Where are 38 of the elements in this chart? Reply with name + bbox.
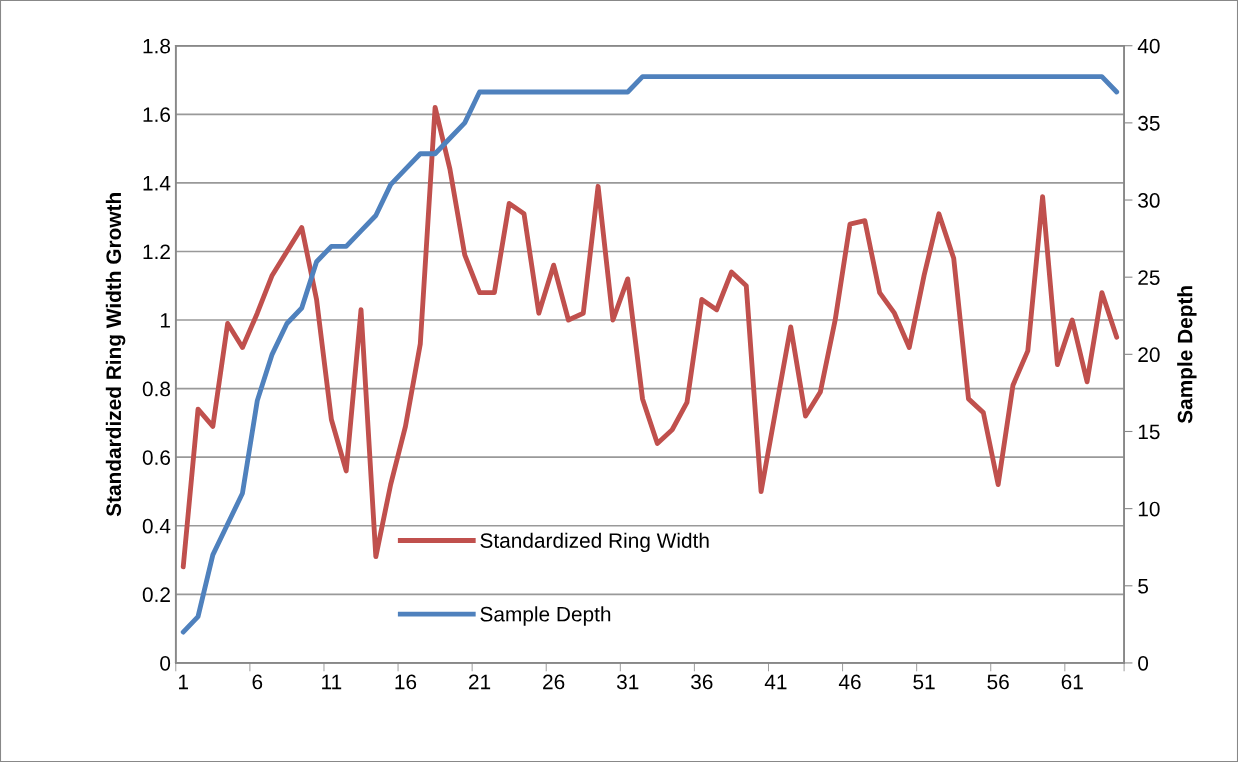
line-series xyxy=(180,105,1120,570)
y2-tick-label: 25 xyxy=(1138,270,1160,285)
x-tick-label: 21 xyxy=(469,674,491,690)
y-tick-label: 1.8 xyxy=(143,38,171,54)
x-tick-label: 26 xyxy=(543,674,565,690)
x-tick-label: 36 xyxy=(691,674,713,690)
x-tick-label: 11 xyxy=(322,674,342,690)
x-tick-label: 6 xyxy=(252,674,263,690)
y-tick-label: 0.2 xyxy=(142,587,170,603)
x-tick-label: 56 xyxy=(987,674,1009,690)
x-tick-label: 1 xyxy=(179,674,188,690)
y2-tick-label: 30 xyxy=(1138,193,1160,208)
x-tick-label: 51 xyxy=(913,674,935,690)
legend-label: Sample Depth xyxy=(480,606,611,626)
x-tick-label: 31 xyxy=(616,674,639,690)
y-tick-label: 0 xyxy=(160,655,171,671)
y2-tick-label: 15 xyxy=(1138,424,1160,440)
y2-tick-label: 40 xyxy=(1137,38,1160,54)
y2-axis-title: Sample Depth xyxy=(1177,286,1197,424)
y-axis-title: Standardized Ring Width Growth xyxy=(105,193,126,517)
y-tick-label: 1.6 xyxy=(143,107,171,123)
y-tick-label: 1 xyxy=(160,313,170,328)
y-tick-label: 0.4 xyxy=(142,518,171,534)
y-tick-label: 0.8 xyxy=(142,381,171,397)
legend-label: Standardized Ring Width xyxy=(480,532,709,553)
y-tick-label: 1.2 xyxy=(143,244,170,260)
y2-tick-label: 5 xyxy=(1138,579,1149,594)
y-tick-label: 0.6 xyxy=(142,450,171,465)
x-tick-label: 61 xyxy=(1061,674,1083,690)
y2-tick-label: 0 xyxy=(1138,655,1149,671)
line-series xyxy=(180,74,1120,635)
y2-tick-label: 20 xyxy=(1138,347,1160,363)
x-tick-label: 46 xyxy=(838,674,861,690)
x-tick-label: 41 xyxy=(764,674,787,690)
y2-tick-label: 10 xyxy=(1138,501,1160,517)
y2-tick-label: 35 xyxy=(1138,115,1160,131)
y-tick-label: 1.4 xyxy=(143,176,171,191)
x-tick-label: 16 xyxy=(395,674,417,690)
